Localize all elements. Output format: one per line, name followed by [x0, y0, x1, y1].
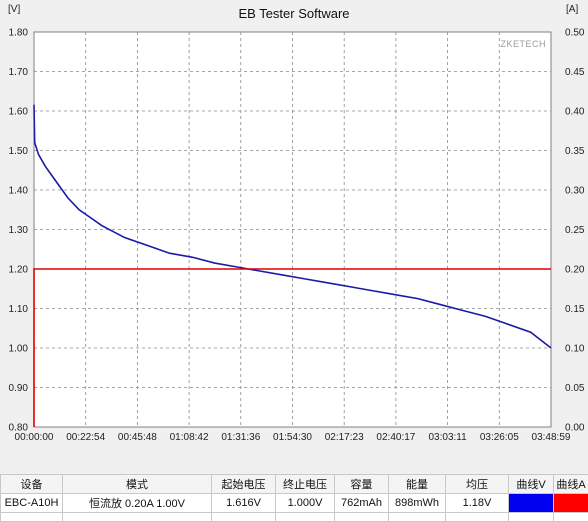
x-tick-label: 01:31:36 — [221, 432, 260, 443]
cell-curve-a-color[interactable] — [554, 494, 588, 513]
y-right-tick-label: 0.25 — [565, 225, 585, 236]
y-right-tick-label: 0.10 — [565, 344, 585, 355]
empty-cell — [212, 513, 276, 522]
header-curve-a: 曲线A — [554, 475, 588, 494]
x-tick-label: 00:45:48 — [118, 432, 157, 443]
y-left-tick-label: 1.00 — [9, 344, 29, 355]
y-left-tick-label: 1.60 — [9, 107, 29, 118]
header-capacity: 容量 — [335, 475, 389, 494]
chart-title: EB Tester Software — [238, 6, 349, 21]
y-right-tick-label: 0.20 — [565, 265, 585, 276]
right-axis-ticks: 0.50 0.45 0.40 0.35 0.30 0.25 0.20 0.15 0.10 0.05… — [565, 28, 585, 434]
y-right-tick-label: 0.40 — [565, 107, 585, 118]
left-axis-ticks: 1.80 1.70 1.60 1.50 1.40 1.30 1.20 1.10 1.00 0.90… — [9, 28, 29, 434]
header-start-voltage: 起始电压 — [212, 475, 276, 494]
x-tick-label: 03:48:59 — [532, 432, 571, 443]
left-axis-unit: [V] — [8, 4, 20, 15]
y-left-tick-label: 0.90 — [9, 383, 29, 394]
header-mode: 模式 — [63, 475, 212, 494]
cell-start-voltage: 1.616V — [212, 494, 276, 513]
y-left-tick-label: 1.40 — [9, 186, 29, 197]
cell-device: EBC-A10H — [1, 494, 63, 513]
empty-cell — [389, 513, 446, 522]
y-right-tick-label: 0.30 — [565, 186, 585, 197]
y-right-tick-label: 0.05 — [565, 383, 585, 394]
y-left-tick-label: 1.20 — [9, 265, 29, 276]
cell-energy: 898mWh — [389, 494, 446, 513]
header-device: 设备 — [1, 475, 63, 494]
y-right-tick-label: 0.50 — [565, 28, 585, 39]
empty-cell — [509, 513, 554, 522]
header-avg-voltage: 均压 — [446, 475, 509, 494]
discharge-chart: [V] EB Tester Software [A] ZKETECH 1.801… — [0, 0, 588, 470]
empty-cell — [276, 513, 335, 522]
results-table: 设备 模式 起始电压 终止电压 容量 能量 均压 曲线V 曲线A EBC-A10… — [0, 474, 588, 522]
x-tick-label: 03:03:11 — [429, 432, 468, 443]
curve-a-swatch[interactable] — [554, 494, 588, 512]
empty-cell — [554, 513, 588, 522]
cell-avg-voltage: 1.18V — [446, 494, 509, 513]
empty-cell — [63, 513, 212, 522]
y-right-tick-label: 0.45 — [565, 67, 585, 78]
x-tick-label: 02:40:17 — [376, 432, 415, 443]
cell-curve-v-color[interactable] — [509, 494, 554, 513]
brand-watermark: ZKETECH — [500, 39, 546, 49]
y-right-tick-label: 0.15 — [565, 304, 585, 315]
empty-cell — [335, 513, 389, 522]
header-curve-v: 曲线V — [509, 475, 554, 494]
y-right-tick-label: 0.35 — [565, 146, 585, 157]
empty-cell — [1, 513, 63, 522]
header-energy: 能量 — [389, 475, 446, 494]
right-axis-unit: [A] — [566, 4, 578, 15]
curve-v-swatch[interactable] — [509, 494, 553, 512]
y-left-tick-label: 1.30 — [9, 225, 29, 236]
x-tick-label: 03:26:05 — [480, 432, 519, 443]
x-tick-label: 00:00:00 — [15, 432, 54, 443]
x-tick-label: 01:08:42 — [170, 432, 209, 443]
y-left-tick-label: 1.10 — [9, 304, 29, 315]
empty-cell — [446, 513, 509, 522]
x-tick-label: 00:22:54 — [66, 432, 105, 443]
cell-end-voltage: 1.000V — [276, 494, 335, 513]
table-row-empty — [1, 513, 588, 522]
table-row[interactable]: EBC-A10H 恒流放 0.20A 1.00V 1.616V 1.000V 7… — [1, 494, 588, 513]
header-end-voltage: 终止电压 — [276, 475, 335, 494]
y-left-tick-label: 1.70 — [9, 67, 29, 78]
y-left-tick-label: 1.50 — [9, 146, 29, 157]
y-left-tick-label: 1.80 — [9, 28, 29, 39]
cell-capacity: 762mAh — [335, 494, 389, 513]
table-header-row: 设备 模式 起始电压 终止电压 容量 能量 均压 曲线V 曲线A — [1, 475, 588, 494]
x-axis-ticks: 00:00:00 00:22:54 00:45:48 01:08:42 01:31:36… — [15, 432, 571, 443]
x-tick-label: 01:54:30 — [273, 432, 312, 443]
cell-mode: 恒流放 0.20A 1.00V — [63, 494, 212, 513]
x-tick-label: 02:17:23 — [325, 432, 364, 443]
